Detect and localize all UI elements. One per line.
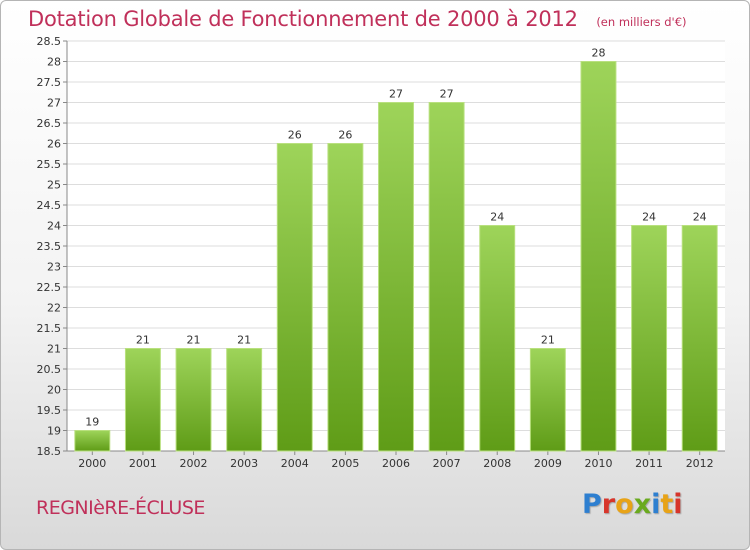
y-tick-label: 27 [47, 97, 61, 110]
y-tick-label: 27.5 [37, 76, 62, 89]
logo-letter: r [601, 489, 616, 520]
x-tick-label: 2002 [180, 457, 208, 470]
bar-2008 [479, 225, 516, 452]
bar-2005 [327, 143, 364, 452]
value-label: 28 [591, 47, 605, 60]
x-tick-label: 2001 [129, 457, 157, 470]
bar-2010 [580, 61, 617, 452]
chart-subtitle: (en milliers d'€) [596, 15, 687, 29]
x-tick-label: 2010 [584, 457, 612, 470]
bar-2011 [631, 225, 668, 452]
x-tick-label: 2007 [433, 457, 461, 470]
logo-letter: o [615, 489, 634, 520]
bar-2002 [175, 348, 212, 452]
value-label: 21 [541, 334, 555, 347]
y-tick-label: 21.5 [37, 322, 62, 335]
y-tick-label: 21 [47, 343, 61, 356]
chart-title: Dotation Globale de Fonctionnement de 20… [28, 7, 578, 31]
value-label: 27 [440, 88, 454, 101]
y-tick-label: 28 [47, 56, 61, 69]
proxiti-logo: Proxiti [582, 489, 683, 520]
bar-2009 [529, 348, 566, 452]
value-label: 24 [490, 211, 504, 224]
y-tick-label: 19.5 [37, 404, 62, 417]
bar-2001 [124, 348, 161, 452]
labels: 18.5 19 19.5 20 20.5 21 21.5 22 22.5 23 23.5 24 24.5… [37, 35, 714, 470]
y-tick-label: 28.5 [37, 35, 62, 48]
x-tick-label: 2008 [483, 457, 511, 470]
y-tick-label: 26.5 [37, 117, 62, 130]
logo-letter: P [582, 489, 602, 520]
y-tick-label: 20 [47, 384, 61, 397]
y-tick-label: 24.5 [37, 199, 62, 212]
bar-2004 [276, 143, 313, 452]
x-tick-label: 2003 [230, 457, 258, 470]
value-label: 21 [187, 334, 201, 347]
bar-2000 [74, 430, 111, 452]
y-tick-label: 25 [47, 179, 61, 192]
x-tick-label: 2009 [534, 457, 562, 470]
value-label: 26 [338, 129, 352, 142]
y-tick-label: 23.5 [37, 240, 62, 253]
value-label: 27 [389, 88, 403, 101]
y-tick-label: 20.5 [37, 363, 62, 376]
y-tick-label: 25.5 [37, 158, 62, 171]
y-tick-label: 18.5 [37, 445, 62, 458]
x-tick-label: 2012 [686, 457, 714, 470]
value-label: 24 [642, 211, 656, 224]
x-tick-label: 2005 [331, 457, 359, 470]
x-tick-label: 2000 [78, 457, 106, 470]
y-tick-label: 26 [47, 138, 61, 151]
value-label: 26 [288, 129, 302, 142]
x-tick-label: 2006 [382, 457, 410, 470]
value-label: 21 [136, 334, 150, 347]
bars [74, 61, 718, 452]
bar-2006 [378, 102, 414, 452]
y-tick-label: 24 [47, 220, 61, 233]
x-tick-label: 2011 [635, 457, 663, 470]
commune-name: REGNIèRE-ÉCLUSE [36, 497, 205, 519]
logo-letter: t [660, 489, 674, 520]
value-label: 24 [693, 211, 707, 224]
bar-2007 [428, 102, 465, 452]
y-tick-label: 23 [47, 261, 61, 274]
logo-letter: i [651, 489, 661, 520]
title-row: Dotation Globale de Fonctionnement de 20… [28, 7, 687, 31]
logo-letter: x [633, 489, 652, 520]
x-tick-label: 2004 [281, 457, 309, 470]
y-tick-label: 22.5 [37, 281, 62, 294]
logo-letter: i [673, 489, 683, 520]
bar-2012 [681, 225, 718, 452]
y-tick-label: 19 [47, 425, 61, 438]
value-label: 21 [237, 334, 251, 347]
bar-2003 [226, 348, 263, 452]
y-tick-label: 22 [47, 302, 61, 315]
value-label: 19 [85, 416, 99, 429]
